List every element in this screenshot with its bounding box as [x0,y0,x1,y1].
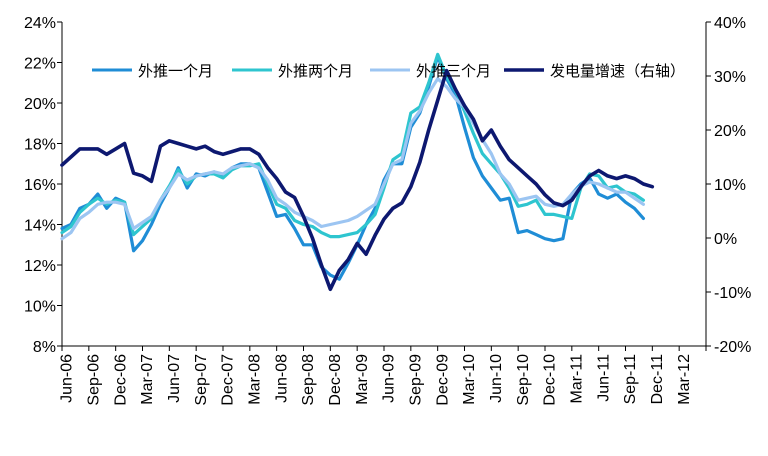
x-tick-label: Dec-07 [220,354,237,406]
x-tick-label: Jun-06 [59,354,76,403]
x-tick-label: Dec-09 [434,354,451,406]
x-tick-label: Jun-10 [488,354,505,403]
legend: 外推一个月 外推两个月 外推三个月 发电量增速（右轴） [92,62,685,80]
left-tick-label: 16% [24,177,56,194]
right-tick-label: 40% [714,15,746,32]
left-tick-label: 18% [24,137,56,154]
x-tick-label: Mar-10 [461,354,478,405]
x-tick-label: Jun-08 [273,354,290,403]
x-tick-label: Dec-11 [649,354,666,404]
x-tick-label: Sep-06 [85,354,102,406]
x-tick-label: Sep-08 [300,354,317,406]
right-tick-label: 20% [714,123,746,140]
x-tick-label: Mar-12 [676,354,693,405]
series-line-4 [60,68,655,292]
right-tick-label: -20% [714,339,751,356]
legend-label: 外推一个月 [138,62,213,80]
legend-label: 外推三个月 [416,62,491,80]
x-tick-label: Mar-09 [354,354,371,405]
x-tick-label: Mar-08 [246,354,263,405]
legend-label: 发电量增速（右轴） [550,62,685,80]
right-tick-label: 30% [714,69,746,86]
series-line-2 [60,52,646,239]
x-tick-label: Dec-08 [327,354,344,406]
x-tick-label: Dec-06 [112,354,129,406]
x-tick-label: Jun-11 [595,354,612,402]
right-tick-label: 0% [714,231,737,248]
axes: 8% 10% 12% 14% 16% 18% 20% 22% 24% -20% -10% 0% 10% 2… [24,15,751,406]
legend-label: 外推两个月 [278,62,353,80]
left-tick-label: 20% [24,96,56,113]
x-tick-label: Sep-07 [193,354,210,406]
left-tick-label: 10% [24,299,56,316]
x-tick-label: Mar-07 [139,354,156,405]
right-tick-label: 10% [714,177,746,194]
left-tick-label: 12% [24,258,56,275]
x-tick-label: Sep-10 [515,354,532,406]
left-tick-label: 24% [24,15,56,32]
left-tick-label: 14% [24,218,56,235]
series-line-3 [60,77,646,241]
x-tick-label: Sep-09 [407,354,424,406]
x-tick-label: Sep-11 [622,354,639,405]
left-tick-label: 22% [24,56,56,73]
series-layer [60,52,655,292]
x-tick-label: Mar-11 [568,354,585,404]
right-tick-label: -10% [714,285,751,302]
series-line-1 [60,54,646,281]
x-tick-label: Jun-07 [166,354,183,403]
x-tick-label: Dec-10 [542,354,559,406]
left-tick-label: 8% [33,339,56,356]
x-tick-label: Jun-09 [381,354,398,403]
